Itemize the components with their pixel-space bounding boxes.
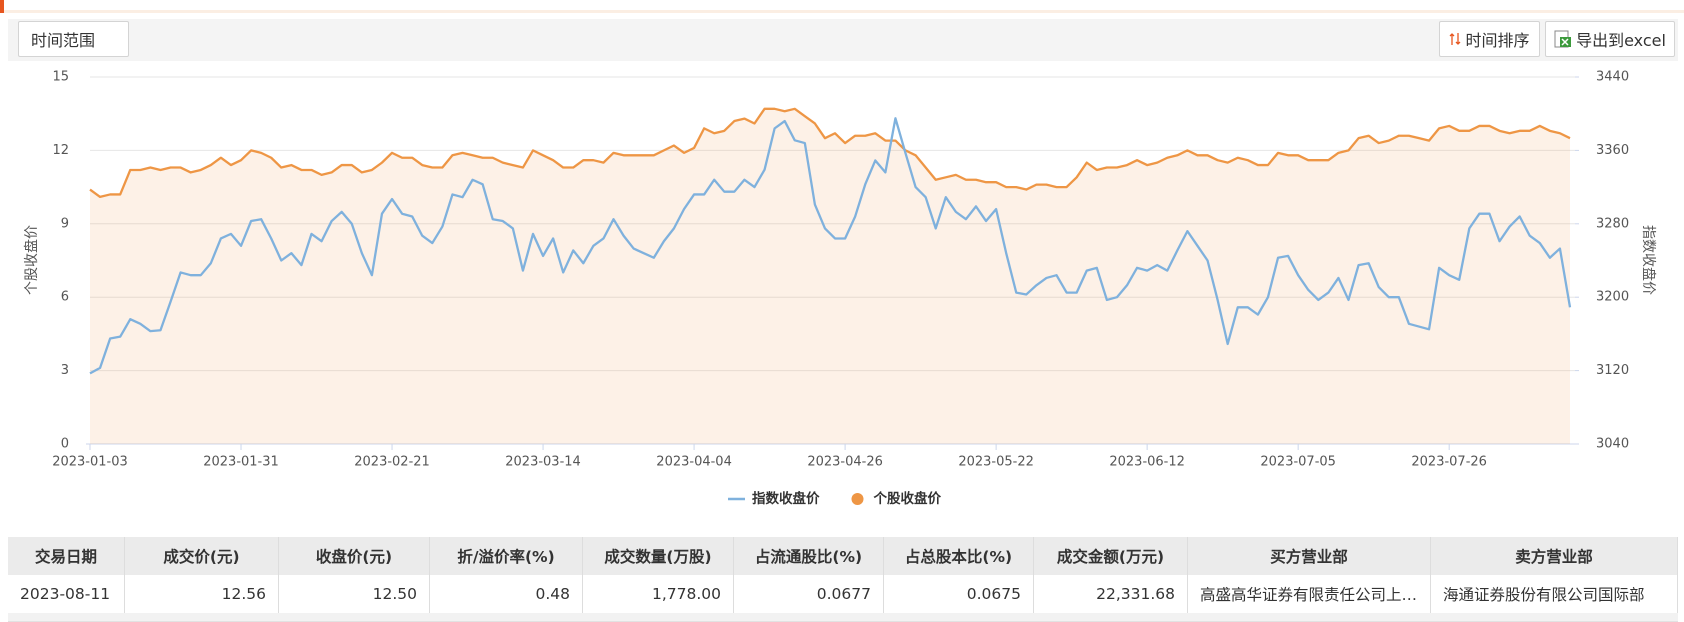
export-button[interactable]: 导出到excel [1545, 21, 1675, 57]
y2-axis-title: 指数收盘价 [1640, 225, 1657, 295]
x-tick-label: 2023-01-31 [203, 455, 279, 470]
header-cell[interactable]: 成交价(元) [125, 537, 279, 575]
x-tick-label: 2023-01-03 [52, 455, 128, 470]
chart: 个股收盘价 指数收盘价 0 3 6 9 12 15 3040 3120 3200 3280 3360… [23, 70, 1657, 508]
legend-label: 个股收盘价 [873, 490, 942, 507]
x-tick-label: 2023-04-26 [807, 455, 883, 470]
header-cell[interactable]: 收盘价(元) [279, 537, 430, 575]
table-header: 交易日期 成交价(元) 收盘价(元) 折/溢价率(%) 成交数量(万股) 占流通股比(%)… [8, 537, 1678, 576]
table-row: 2023-08-11 12.56 12.50 0.48 1,778.00 0.0677 0.… [8, 575, 1678, 614]
legend-item: 指数收盘价 [728, 490, 820, 507]
table-cell: 高盛高华证券有限责任公司上… [1188, 575, 1431, 613]
table-cell: 12.50 [279, 575, 430, 613]
x-tick-label: 2023-07-05 [1260, 455, 1336, 470]
legend-label: 指数收盘价 [752, 490, 820, 507]
header-strip [0, 0, 1684, 13]
y-tick-label: 15 [52, 70, 69, 85]
export-button-label: 导出到excel [1576, 31, 1666, 50]
table-row-next [8, 613, 1678, 622]
x-tick-label: 2023-05-22 [958, 455, 1034, 470]
line [89, 117, 1572, 375]
sort-button[interactable]: 时间排序 [1439, 21, 1540, 57]
line [89, 107, 1571, 199]
range-button-label: 时间范围 [31, 31, 96, 50]
header-cell[interactable]: 交易日期 [8, 537, 125, 575]
table-cell: 22,331.68 [1034, 575, 1188, 613]
table-cell: 0.0675 [884, 575, 1034, 613]
y2-tick-label: 3440 [1596, 70, 1629, 85]
header-cell[interactable]: 买方营业部 [1188, 537, 1431, 575]
excel-icon [1554, 30, 1572, 48]
x-tick-label: 2023-04-04 [656, 455, 732, 470]
header-cell[interactable]: 折/溢价率(%) [430, 537, 583, 575]
header-cell[interactable]: 占总股本比(%) [884, 537, 1034, 575]
y2-tick-label: 3040 [1596, 437, 1629, 452]
table-cell: 1,778.00 [583, 575, 734, 613]
legend-marker [851, 493, 864, 505]
x-tick-label: 2023-02-21 [354, 455, 430, 470]
sort-icon [1450, 33, 1461, 45]
y2-tick-label: 3360 [1596, 143, 1629, 158]
legend-item: 个股收盘价 [851, 490, 942, 507]
area [90, 108, 1570, 444]
y2-tick-label: 3200 [1596, 290, 1629, 305]
x-tick-label: 2023-03-14 [505, 455, 581, 470]
x-tick-label: 2023-07-26 [1411, 455, 1487, 470]
y-tick-label: 3 [61, 363, 69, 378]
y-tick-label: 9 [61, 216, 69, 231]
header-cell[interactable]: 成交数量(万股) [583, 537, 734, 575]
sort-button-label: 时间排序 [1465, 31, 1530, 50]
table-cell: 2023-08-11 [8, 575, 125, 613]
y-axis-title: 个股收盘价 [23, 225, 40, 295]
range-button[interactable]: 时间范围 [18, 21, 129, 57]
table-cell: 0.0677 [734, 575, 884, 613]
y-tick-label: 0 [61, 437, 69, 452]
x-tick-label: 2023-06-12 [1109, 455, 1185, 470]
y-tick-label: 6 [61, 290, 69, 305]
table-cell: 12.56 [125, 575, 279, 613]
y2-tick-label: 3280 [1596, 216, 1629, 231]
y2-tick-label: 3120 [1596, 363, 1629, 378]
toolbar: 时间范围 时间排序 导出到excel [8, 19, 1678, 61]
table-cell: 0.48 [430, 575, 583, 613]
table-cell: 海通证券股份有限公司国际部 [1431, 575, 1678, 613]
header-cell[interactable]: 占流通股比(%) [734, 537, 884, 575]
header-cell[interactable]: 卖方营业部 [1431, 537, 1678, 575]
header-cell[interactable]: 成交金额(万元) [1034, 537, 1188, 575]
y-tick-label: 12 [52, 143, 69, 158]
